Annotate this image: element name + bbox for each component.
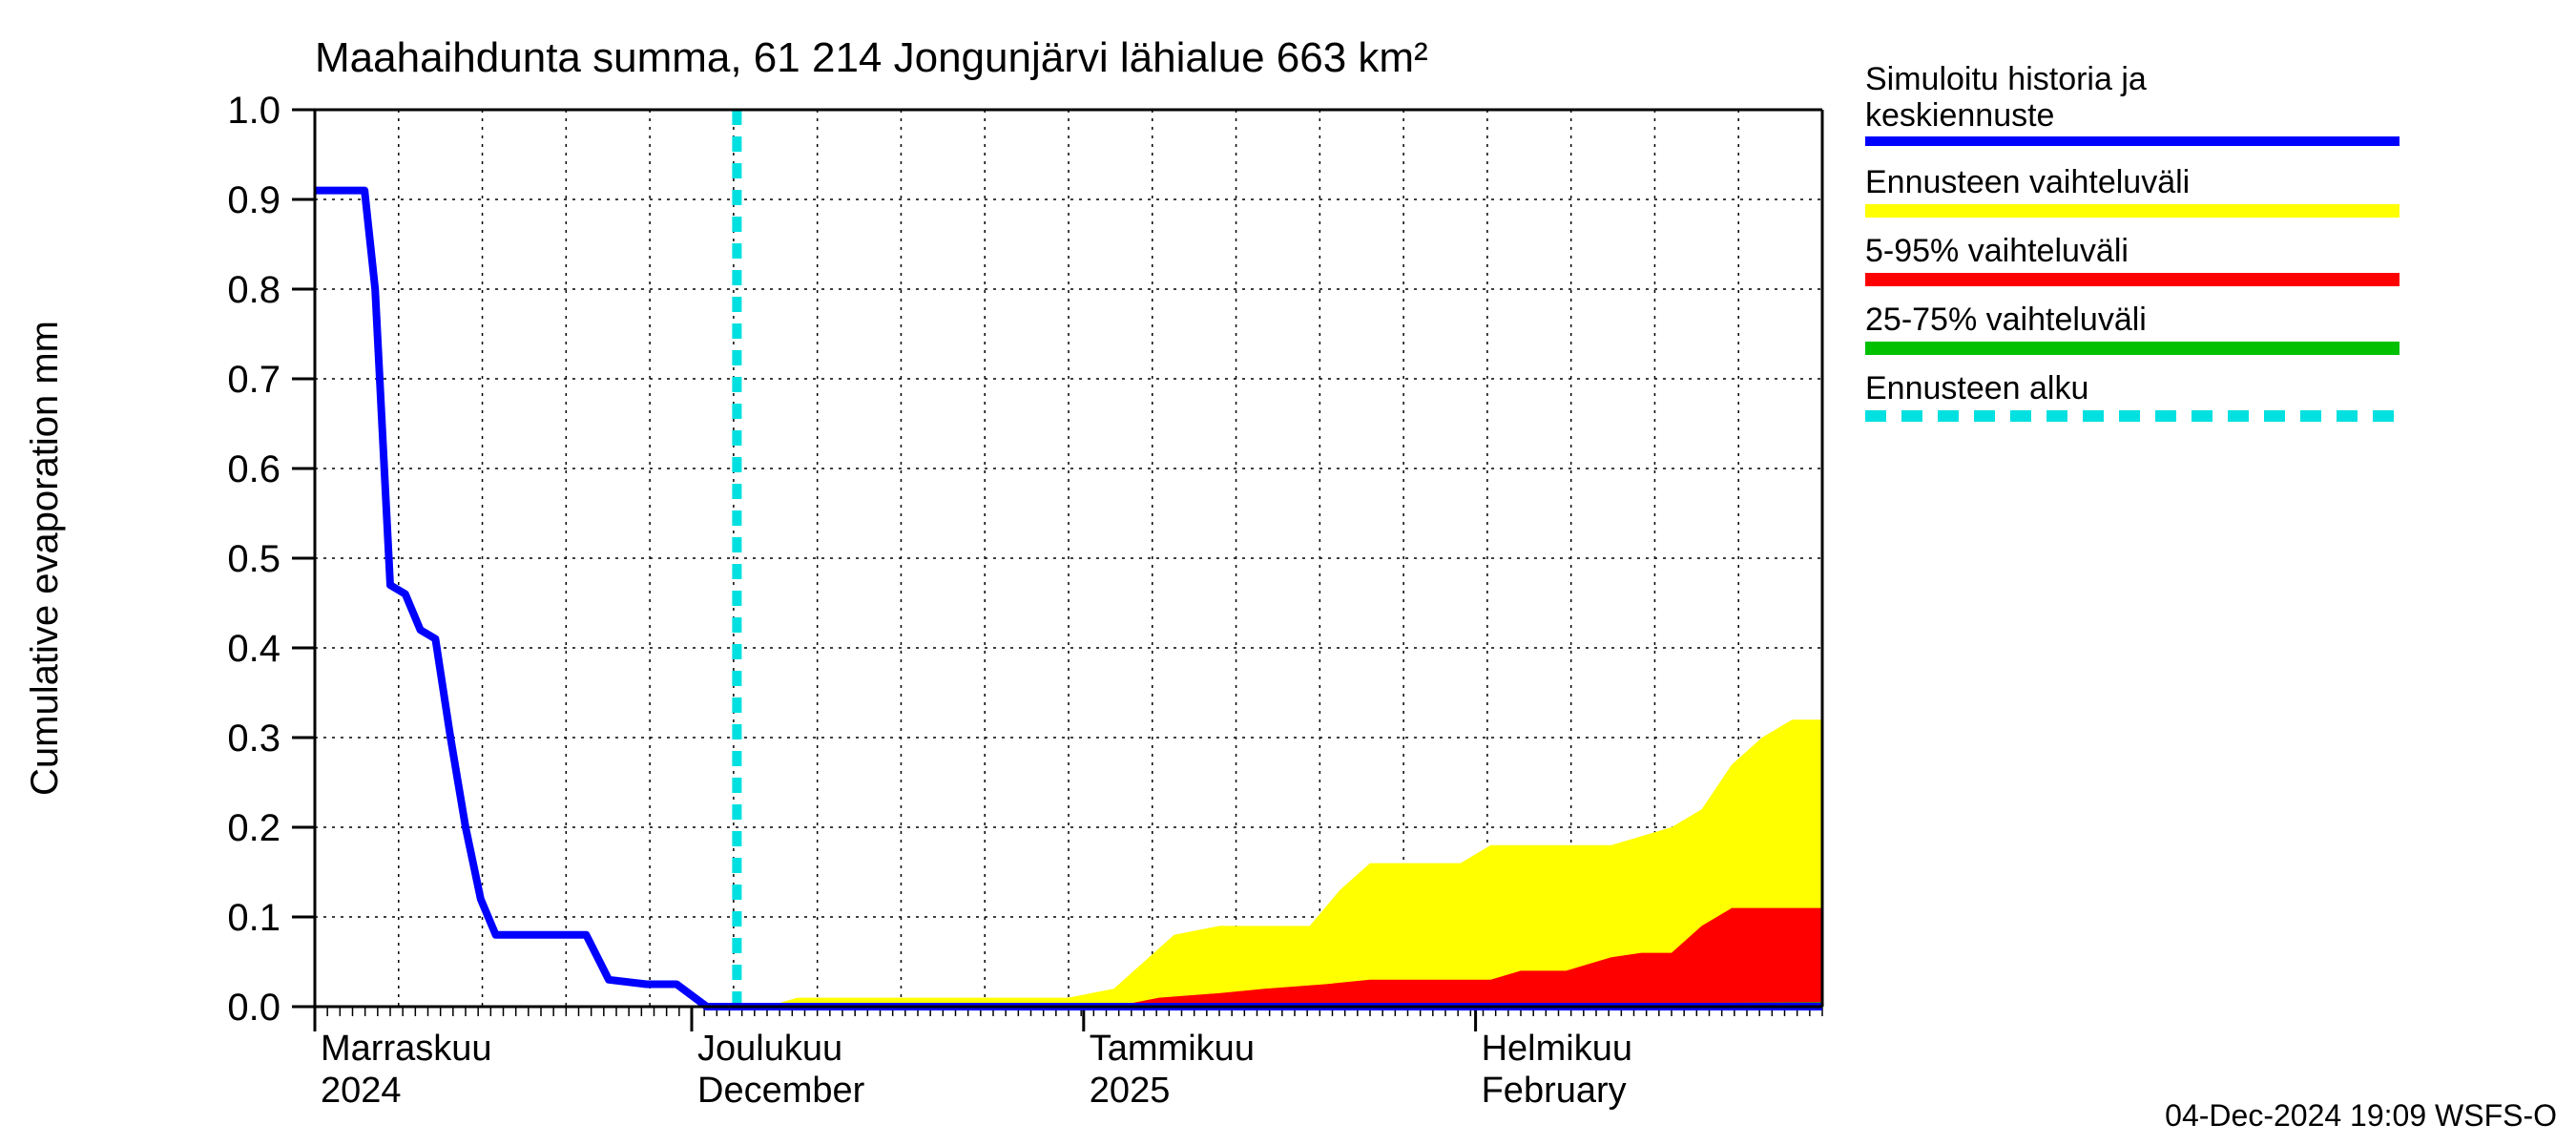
ytick-label: 0.3 bbox=[227, 718, 280, 760]
ytick-label: 0.1 bbox=[227, 897, 280, 939]
y-axis-label: Cumulative evaporation mm bbox=[24, 321, 66, 796]
timestamp-label: 04-Dec-2024 19:09 WSFS-O bbox=[2165, 1098, 2557, 1133]
legend-swatch bbox=[1865, 204, 2399, 218]
legend-label: keskiennuste bbox=[1865, 97, 2054, 134]
ytick-label: 0.7 bbox=[227, 359, 280, 401]
x-month-bottom: 2024 bbox=[321, 1071, 402, 1111]
chart-svg: 0.0 0.1 0.2 0.3 0.4 0.5 0.6 0.7 0.8 0.9 1.0 Maahaih… bbox=[0, 0, 2576, 1145]
ytick-label: 0.8 bbox=[227, 269, 280, 311]
legend-label: Simuloitu historia ja bbox=[1865, 61, 2147, 97]
chart-container: 0.0 0.1 0.2 0.3 0.4 0.5 0.6 0.7 0.8 0.9 1.0 Maahaih… bbox=[0, 0, 2576, 1145]
ytick-label: 0.0 bbox=[227, 987, 280, 1029]
x-month-top: Marraskuu bbox=[321, 1029, 492, 1069]
x-month-top: Tammikuu bbox=[1090, 1029, 1255, 1069]
x-month-bottom: December bbox=[697, 1071, 865, 1111]
ytick-label: 0.6 bbox=[227, 448, 280, 490]
ytick-label: 0.4 bbox=[227, 628, 280, 670]
ytick-label: 0.9 bbox=[227, 179, 280, 221]
ytick-label: 0.2 bbox=[227, 807, 280, 849]
x-month-top: Joulukuu bbox=[697, 1029, 842, 1069]
x-month-top: Helmikuu bbox=[1482, 1029, 1632, 1069]
legend-swatch bbox=[1865, 273, 2399, 286]
x-month-bottom: February bbox=[1482, 1071, 1627, 1111]
legend-label: 25-75% vaihteluväli bbox=[1865, 302, 2147, 338]
legend-label: Ennusteen vaihteluväli bbox=[1865, 164, 2190, 200]
legend-swatch bbox=[1865, 342, 2399, 355]
x-month-bottom: 2025 bbox=[1090, 1071, 1171, 1111]
ytick-label: 1.0 bbox=[227, 90, 280, 132]
ytick-label: 0.5 bbox=[227, 538, 280, 580]
chart-title: Maahaihdunta summa, 61 214 Jongunjärvi l… bbox=[315, 34, 1428, 81]
legend-label: Ennusteen alku bbox=[1865, 370, 2088, 406]
legend-label: 5-95% vaihteluväli bbox=[1865, 233, 2129, 269]
